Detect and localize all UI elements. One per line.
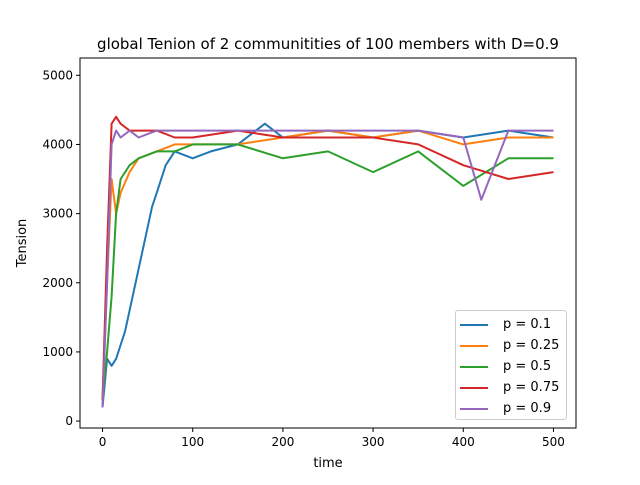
legend-entry: p = 0.9 bbox=[456, 399, 568, 419]
x-tick-label: 0 bbox=[99, 435, 107, 449]
x-axis-ticks: 0 100 200 300 400 500 bbox=[99, 428, 565, 449]
legend-swatch bbox=[460, 408, 488, 410]
series-line-3 bbox=[101, 143, 554, 401]
legend-label: p = 0.5 bbox=[503, 359, 552, 374]
legend-swatch bbox=[460, 366, 488, 368]
legend: p = 0.1 p = 0.25 p = 0.5 p = 0.75 p = 0.… bbox=[455, 310, 567, 420]
legend-label: p = 0.25 bbox=[503, 338, 560, 353]
y-tick-label: 1000 bbox=[42, 345, 73, 359]
legend-label: p = 0.1 bbox=[503, 317, 552, 332]
legend-entry: p = 0.25 bbox=[456, 336, 568, 356]
x-tick-label: 400 bbox=[452, 435, 475, 449]
x-tick-label: 200 bbox=[271, 435, 294, 449]
legend-entry: p = 0.5 bbox=[456, 357, 568, 377]
chart-title: global Tenion of 2 communitities of 100 … bbox=[97, 35, 559, 53]
legend-entry: p = 0.1 bbox=[456, 315, 568, 335]
legend-swatch bbox=[460, 324, 488, 326]
series-layer bbox=[101, 115, 554, 408]
y-tick-label: 0 bbox=[65, 414, 73, 428]
y-axis-ticks: 0 1000 2000 3000 4000 5000 bbox=[42, 68, 80, 428]
y-tick-label: 5000 bbox=[42, 68, 73, 82]
legend-swatch bbox=[460, 387, 488, 389]
x-tick-label: 100 bbox=[181, 435, 204, 449]
legend-swatch bbox=[460, 345, 488, 347]
series-line-2 bbox=[101, 129, 554, 401]
y-tick-label: 3000 bbox=[42, 207, 73, 221]
x-tick-label: 300 bbox=[362, 435, 385, 449]
y-tick-label: 4000 bbox=[42, 137, 73, 151]
plot-frame bbox=[79, 57, 577, 429]
series-line-4 bbox=[101, 115, 554, 401]
y-axis-label: Tension bbox=[15, 219, 30, 269]
legend-label: p = 0.75 bbox=[503, 380, 560, 395]
legend-label: p = 0.9 bbox=[503, 401, 552, 416]
series-line-5 bbox=[101, 129, 554, 408]
x-axis-label: time bbox=[313, 456, 342, 471]
x-tick-label: 500 bbox=[542, 435, 565, 449]
legend-entry: p = 0.75 bbox=[456, 378, 568, 398]
y-tick-label: 2000 bbox=[42, 276, 73, 290]
